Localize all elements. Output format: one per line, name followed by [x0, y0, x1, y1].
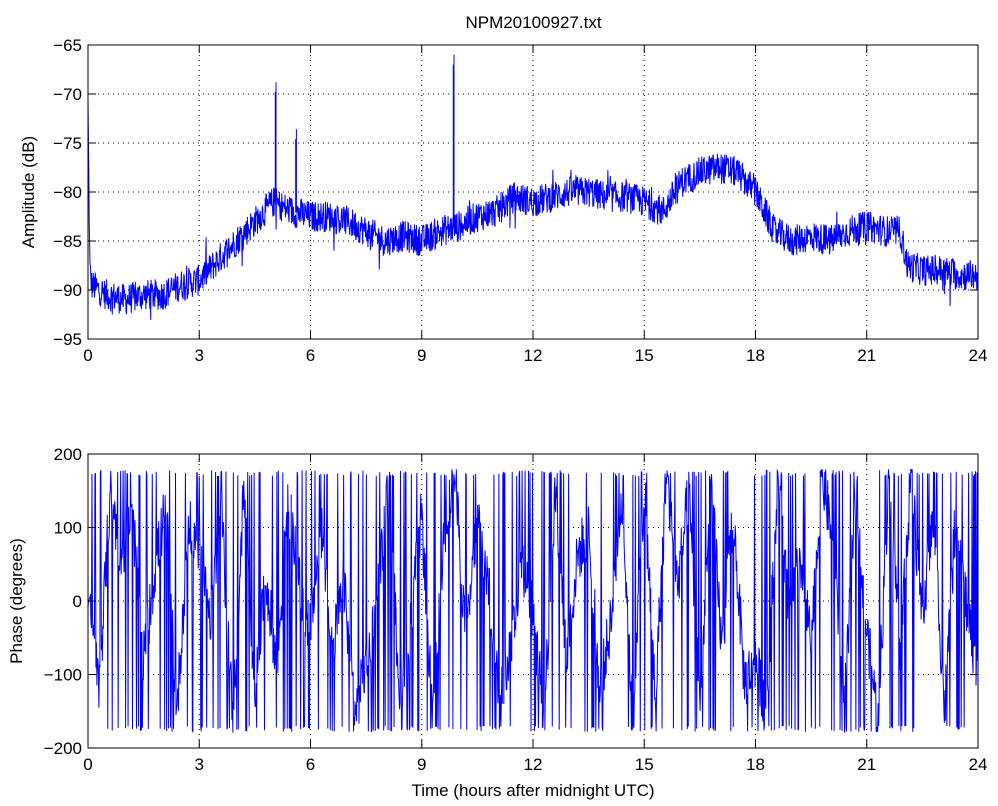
phase-x-tick-label: 24 — [969, 755, 988, 774]
phase-x-tick-label: 18 — [746, 755, 765, 774]
amplitude-y-tick-label: −90 — [53, 281, 82, 300]
phase-y-tick-label: 0 — [73, 592, 82, 611]
amplitude-x-tick-label: 18 — [746, 346, 765, 365]
amplitude-x-tick-label: 9 — [417, 346, 426, 365]
amplitude-x-tick-label: 12 — [524, 346, 543, 365]
phase-y-tick-label: −100 — [44, 666, 82, 685]
amplitude-y-tick-label: −70 — [53, 85, 82, 104]
phase-x-tick-label: 0 — [83, 755, 92, 774]
amplitude-x-tick-label: 24 — [969, 346, 988, 365]
phase-y-axis-label: Phase (degrees) — [7, 538, 26, 664]
phase-panel: 0 3 6 9 12 15 18 21 24 −200 −100 0 100 200 Phase (degr… — [7, 445, 987, 800]
chart-title: NPM20100927.txt — [465, 13, 601, 32]
amplitude-y-tick-label: −95 — [53, 330, 82, 349]
phase-y-tick-label: 200 — [54, 445, 82, 464]
phase-x-tick-label: 15 — [635, 755, 654, 774]
phase-y-tick-label: −200 — [44, 739, 82, 758]
amplitude-y-tick-label: −80 — [53, 183, 82, 202]
amplitude-panel: 0 3 6 9 12 15 18 21 24 −95 −90 −85 −80 −75 −70 −65 Ampli… — [19, 36, 987, 365]
amplitude-x-tick-label: 15 — [635, 346, 654, 365]
amplitude-x-tick-label: 3 — [195, 346, 204, 365]
amplitude-x-tick-label: 0 — [83, 346, 92, 365]
phase-series-line — [88, 468, 978, 734]
amplitude-y-tick-label: −75 — [53, 134, 82, 153]
phase-x-tick-label: 12 — [524, 755, 543, 774]
amplitude-x-tick-label: 6 — [306, 346, 315, 365]
amplitude-x-tick-label: 21 — [857, 346, 876, 365]
phase-x-tick-label: 3 — [195, 755, 204, 774]
phase-x-tick-label: 6 — [306, 755, 315, 774]
amplitude-y-tick-label: −65 — [53, 36, 82, 55]
phase-x-tick-label: 9 — [417, 755, 426, 774]
phase-x-tick-label: 21 — [857, 755, 876, 774]
amplitude-y-axis-label: Amplitude (dB) — [19, 136, 38, 248]
phase-x-axis-label: Time (hours after midnight UTC) — [411, 781, 654, 800]
phase-y-tick-label: 100 — [54, 519, 82, 538]
amplitude-series-line — [88, 54, 978, 320]
amplitude-y-tick-label: −85 — [53, 232, 82, 251]
